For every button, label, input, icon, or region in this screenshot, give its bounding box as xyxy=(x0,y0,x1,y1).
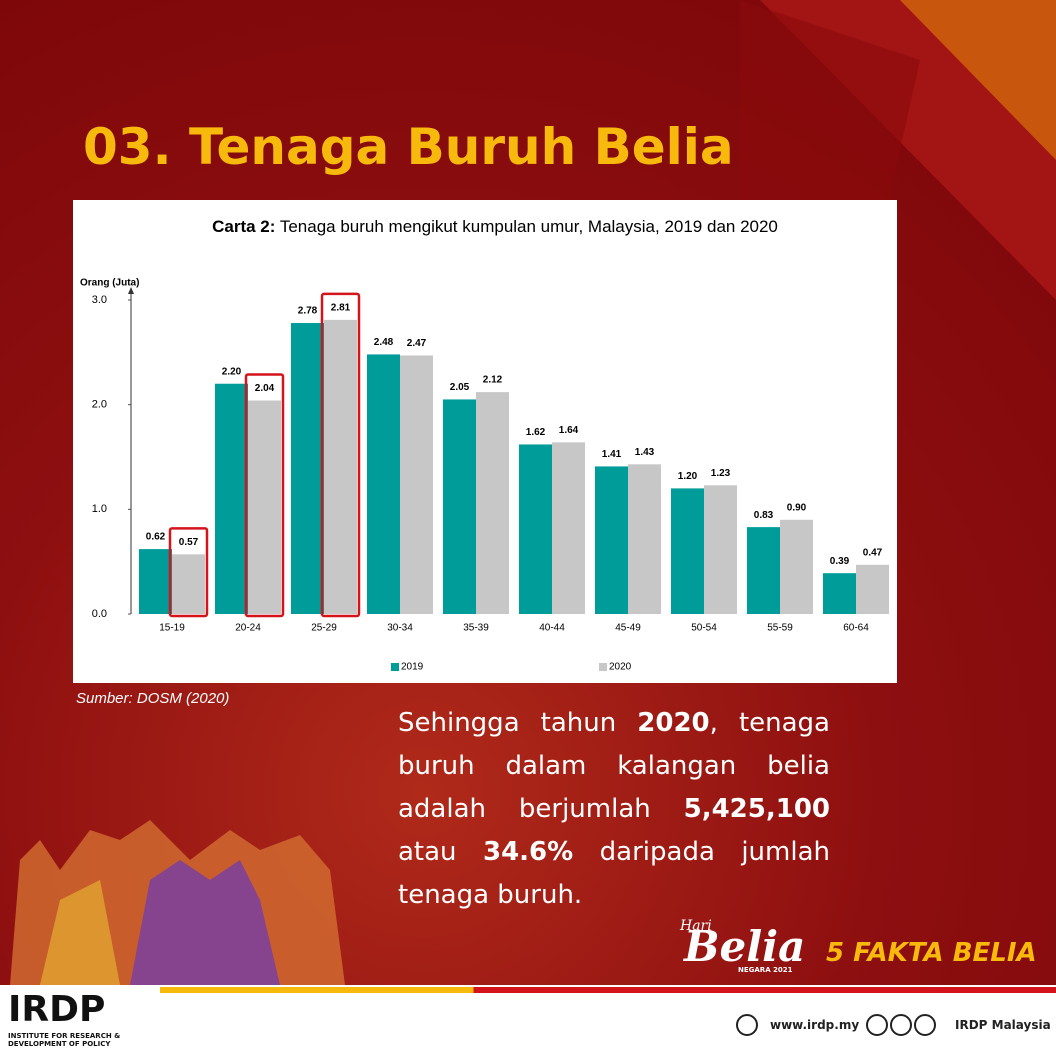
bar xyxy=(552,442,585,614)
paragraph-text: 2020 xyxy=(637,708,710,738)
website: www.irdp.my xyxy=(770,1018,860,1032)
legend-swatch xyxy=(599,663,607,671)
icons xyxy=(736,1014,936,1036)
bar xyxy=(400,355,433,614)
bar xyxy=(704,485,737,614)
value-label: 1.62 xyxy=(526,427,546,438)
value-label: 0.57 xyxy=(179,537,199,548)
facebook-icon xyxy=(890,1014,912,1036)
bar xyxy=(595,466,628,614)
footer: IRDP INSTITUTE FOR RESEARCH & DEVELOPMEN… xyxy=(0,985,1056,1056)
x-tick-label: 20-24 xyxy=(235,623,261,634)
source: Sumber: DOSM (2020) xyxy=(76,690,230,707)
highlight-box xyxy=(168,527,209,618)
x-tick-label: 25-29 xyxy=(311,623,337,634)
silhouette xyxy=(130,860,280,985)
value-label: 0.47 xyxy=(863,547,883,558)
value-label: 2.20 xyxy=(222,366,242,377)
paragraph-text: , tenaga buruh dalam kalangan belia adal… xyxy=(398,708,830,824)
badge-fakta: 5 FAKTA BELIA xyxy=(826,938,1037,968)
value-label: 0.62 xyxy=(146,532,166,543)
x-tick-label: 15-19 xyxy=(159,623,185,634)
twitter-icon xyxy=(866,1014,888,1036)
value-label: 0.83 xyxy=(754,510,774,521)
bar xyxy=(747,527,780,614)
chart-panel: Carta 2: Tenaga buruh mengikut kumpulan … xyxy=(73,200,897,683)
chart-title: Carta 2: Tenaga buruh mengikut kumpulan … xyxy=(212,217,778,236)
paragraph-text: atau xyxy=(398,837,483,867)
bar xyxy=(324,319,357,614)
paragraph-text: Sehingga tahun xyxy=(398,708,638,738)
footer-strip xyxy=(160,987,1056,993)
y-tick-label: 2.0 xyxy=(92,399,107,411)
paragraph-text: 5,425,100 xyxy=(683,794,830,824)
value-label: 1.64 xyxy=(559,425,579,436)
bar xyxy=(215,383,248,614)
logo-sub: INSTITUTE FOR RESEARCH & DEVELOPMENT OF … xyxy=(8,1032,121,1048)
badge-belia: Belia xyxy=(684,922,806,971)
bar xyxy=(671,488,704,614)
axis-arrow xyxy=(128,287,134,294)
x-tick-label: 55-59 xyxy=(767,623,793,634)
bar xyxy=(443,399,476,614)
badge-negara: NEGARA 2021 xyxy=(738,966,793,974)
x-tick-label: 40-44 xyxy=(539,623,565,634)
y-tick-label: 1.0 xyxy=(92,503,107,515)
y-tick-label: 0.0 xyxy=(92,608,107,620)
bar xyxy=(172,554,205,614)
bar xyxy=(823,573,856,614)
value-label: 2.81 xyxy=(331,303,351,314)
chart: Carta 2: Tenaga buruh mengikut kumpulan … xyxy=(80,217,889,673)
bar xyxy=(248,400,281,614)
title-text: Tenaga buruh mengikut kumpulan umur, Mal… xyxy=(280,217,778,236)
bar xyxy=(291,323,324,614)
title-bold: Carta 2: xyxy=(212,217,275,236)
paragraph: Sehingga tahun 2020, tenaga buruh dalam … xyxy=(398,702,830,917)
value-label: 1.43 xyxy=(635,447,655,458)
web-icon xyxy=(736,1014,758,1036)
logo: IRDP xyxy=(8,989,106,1030)
bar xyxy=(519,444,552,614)
linkedin-icon xyxy=(914,1014,936,1036)
bar xyxy=(628,464,661,614)
value-label: 1.41 xyxy=(602,449,622,460)
corner-accent xyxy=(900,0,1056,160)
x-tick-label: 30-34 xyxy=(387,623,413,634)
paragraph-text: 34.6% xyxy=(483,837,574,867)
value-label: 0.39 xyxy=(830,556,850,567)
bar xyxy=(139,549,172,614)
x-tick-label: 60-64 xyxy=(843,623,869,634)
bar xyxy=(856,564,889,614)
value-label: 2.78 xyxy=(298,306,318,317)
silhouette xyxy=(40,880,120,985)
value-label: 1.23 xyxy=(711,468,731,479)
value-label: 0.90 xyxy=(787,502,807,513)
social: IRDP Malaysia xyxy=(955,1018,1051,1032)
x-tick-label: 35-39 xyxy=(463,623,489,634)
legend-label: 2019 xyxy=(401,662,424,673)
paragraph-text: daripada jumlah tenaga buruh. xyxy=(398,837,830,910)
bar xyxy=(780,519,813,614)
heading: 03. Tenaga Buruh Belia xyxy=(83,118,734,176)
highlight-box xyxy=(320,292,361,618)
value-label: 1.20 xyxy=(678,471,698,482)
highlight-box xyxy=(244,373,285,618)
bar xyxy=(476,392,509,614)
value-label: 2.04 xyxy=(255,383,275,394)
y-axis-label: Orang (Juta) xyxy=(80,278,139,289)
value-label: 2.47 xyxy=(407,338,427,349)
badge-hari: Hari xyxy=(680,918,712,934)
value-label: 2.48 xyxy=(374,337,394,348)
legend-swatch xyxy=(391,663,399,671)
x-tick-label: 50-54 xyxy=(691,623,717,634)
value-label: 2.05 xyxy=(450,382,470,393)
value-label: 2.12 xyxy=(483,375,503,386)
bar xyxy=(367,354,400,614)
y-tick-label: 3.0 xyxy=(92,294,107,306)
x-tick-label: 45-49 xyxy=(615,623,641,634)
legend-label: 2020 xyxy=(609,662,632,673)
